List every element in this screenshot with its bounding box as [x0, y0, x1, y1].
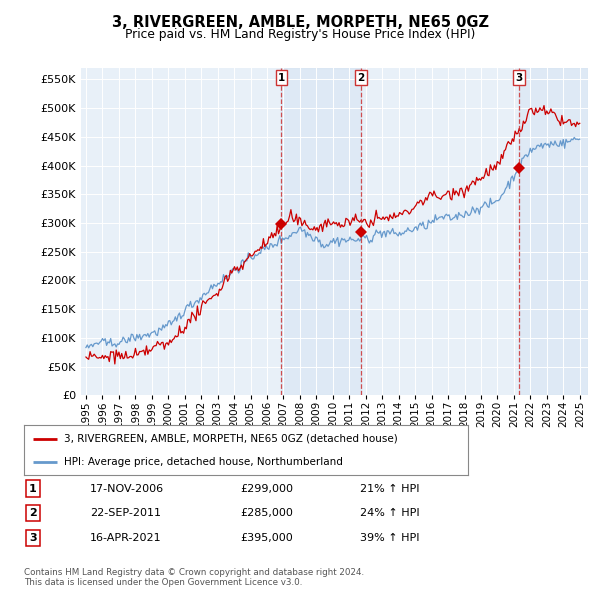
Text: 2: 2 [358, 73, 365, 83]
Text: £299,000: £299,000 [240, 484, 293, 493]
Text: 16-APR-2021: 16-APR-2021 [90, 533, 161, 543]
Text: 3, RIVERGREEN, AMBLE, MORPETH, NE65 0GZ (detached house): 3, RIVERGREEN, AMBLE, MORPETH, NE65 0GZ … [64, 434, 398, 444]
Text: 22-SEP-2011: 22-SEP-2011 [90, 509, 161, 518]
Text: 3, RIVERGREEN, AMBLE, MORPETH, NE65 0GZ: 3, RIVERGREEN, AMBLE, MORPETH, NE65 0GZ [112, 15, 488, 30]
Text: 1: 1 [278, 73, 285, 83]
Text: 24% ↑ HPI: 24% ↑ HPI [360, 509, 419, 518]
Text: 3: 3 [29, 533, 37, 543]
Text: 3: 3 [515, 73, 523, 83]
Text: 21% ↑ HPI: 21% ↑ HPI [360, 484, 419, 493]
Bar [518, 68, 588, 395]
Text: Contains HM Land Registry data © Crown copyright and database right 2024.
This d: Contains HM Land Registry data © Crown c… [24, 568, 364, 587]
Text: 1: 1 [29, 484, 37, 493]
Text: Price paid vs. HM Land Registry's House Price Index (HPI): Price paid vs. HM Land Registry's House … [125, 28, 475, 41]
Text: HPI: Average price, detached house, Northumberland: HPI: Average price, detached house, Nort… [64, 457, 343, 467]
Text: £395,000: £395,000 [240, 533, 293, 543]
Text: 2: 2 [29, 509, 37, 518]
Text: 17-NOV-2006: 17-NOV-2006 [90, 484, 164, 493]
Text: 39% ↑ HPI: 39% ↑ HPI [360, 533, 419, 543]
Text: £285,000: £285,000 [240, 509, 293, 518]
Bar [281, 68, 361, 395]
